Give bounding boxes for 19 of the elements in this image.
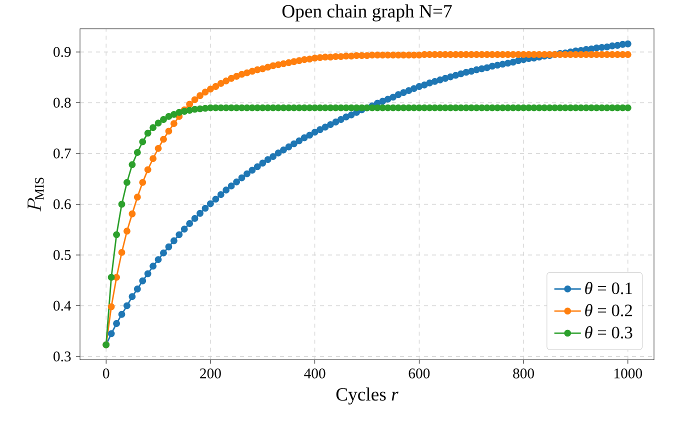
y-tick-label: 0.7 (54, 148, 71, 159)
legend-label: θ = 0.3 (585, 326, 632, 339)
y-tick-label: 0.8 (54, 98, 71, 108)
x-tick-label: 1000 (614, 368, 642, 379)
y-tick-label: 0.4 (54, 300, 72, 311)
x-tick-label: 0 (103, 368, 110, 379)
x-tick-label: 200 (200, 368, 221, 379)
y-axis-title: $P_{\mathrm{MIS}}$ (28, 178, 44, 212)
x-tick-label: 600 (408, 368, 430, 379)
chart-title: Open chain graph N=7 (282, 4, 452, 22)
y-tick-label: 0.5 (54, 250, 71, 260)
y-tick-label: 0.3 (54, 352, 71, 362)
y-tick-label: 0.6 (54, 199, 71, 210)
legend-label: θ = 0.1 (585, 282, 632, 294)
y-tick-label: 0.9 (54, 47, 71, 58)
legend-label: θ = 0.2 (585, 304, 632, 316)
x-tick-label: 400 (304, 368, 326, 379)
x-axis-title: Cycles r (336, 388, 398, 405)
x-tick-label: 800 (513, 368, 534, 379)
